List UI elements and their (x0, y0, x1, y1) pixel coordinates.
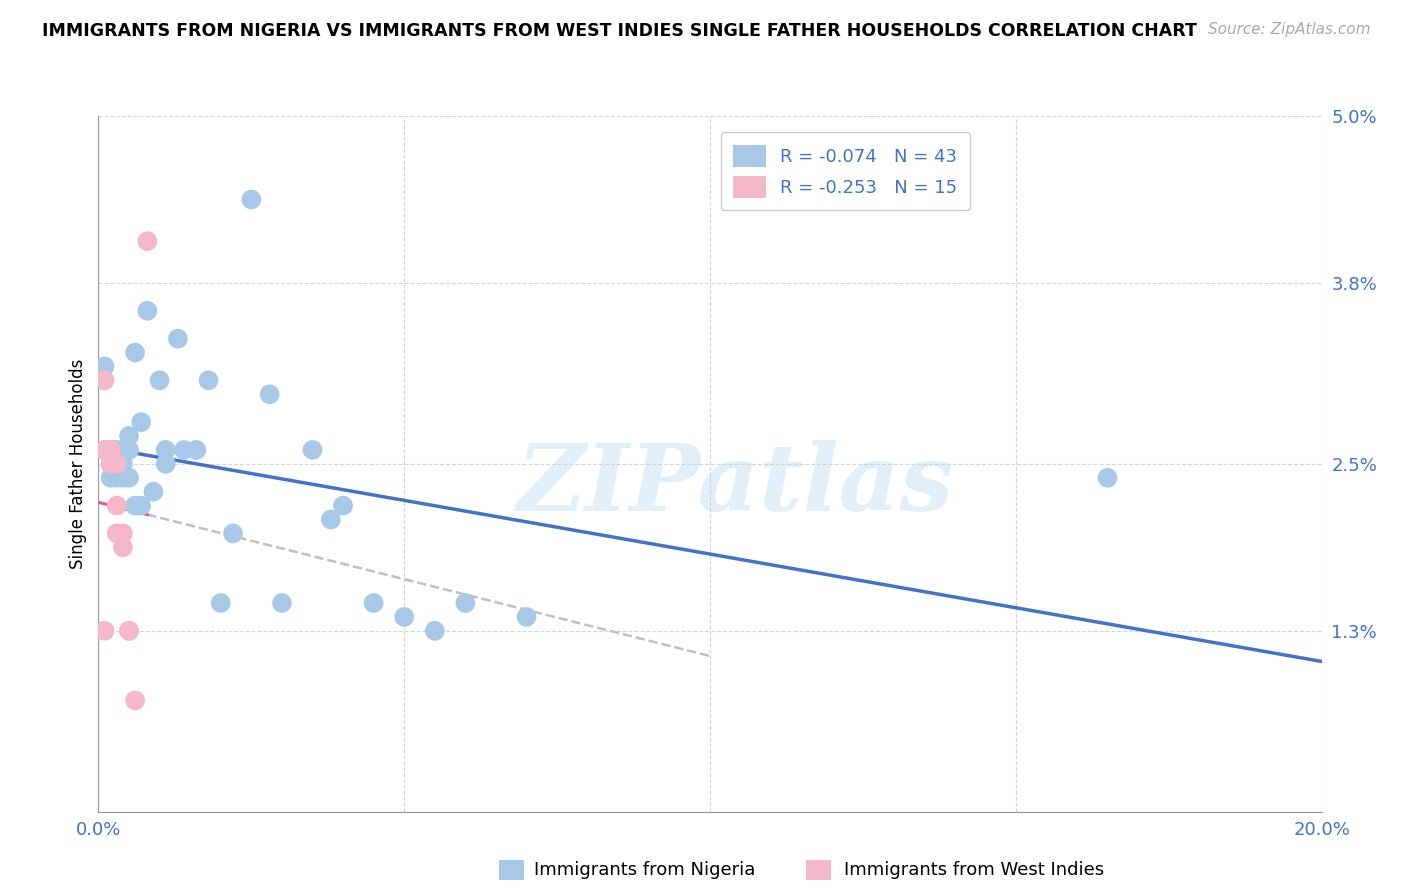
Point (105, 457, 128, 471)
Point (124, 345, 146, 359)
Point (332, 499, 354, 513)
Point (93, 442, 115, 457)
Point (454, 596, 477, 610)
Point (118, 442, 141, 457)
Point (111, 541, 134, 555)
Point (1097, 471, 1119, 485)
Point (186, 442, 208, 457)
Point (209, 596, 232, 610)
Point (105, 526, 128, 541)
Point (105, 442, 128, 457)
Point (100, 471, 122, 485)
Point (111, 526, 134, 541)
Point (118, 429, 141, 443)
Point (301, 442, 323, 457)
Point (100, 457, 122, 471)
Point (111, 457, 134, 471)
Point (100, 442, 122, 457)
Point (93, 624, 115, 638)
Text: Source: ZipAtlas.com: Source: ZipAtlas.com (1208, 22, 1371, 37)
Point (149, 373, 172, 387)
Point (222, 526, 245, 541)
Point (392, 610, 416, 624)
Point (197, 373, 219, 387)
Point (124, 499, 146, 513)
Text: IMMIGRANTS FROM NIGERIA VS IMMIGRANTS FROM WEST INDIES SINGLE FATHER HOUSEHOLDS : IMMIGRANTS FROM NIGERIA VS IMMIGRANTS FR… (42, 22, 1197, 40)
Point (155, 457, 177, 471)
Point (111, 442, 134, 457)
Point (93, 442, 115, 457)
Point (129, 415, 152, 429)
Point (118, 624, 141, 638)
Point (136, 303, 159, 318)
Point (129, 499, 152, 513)
Text: Immigrants from Nigeria: Immigrants from Nigeria (534, 861, 755, 879)
Point (93, 373, 115, 387)
Text: ZIPatlas: ZIPatlas (516, 440, 953, 530)
Point (118, 624, 141, 638)
Point (155, 442, 177, 457)
Point (105, 457, 128, 471)
Point (142, 484, 165, 499)
Point (319, 512, 342, 526)
Point (100, 457, 122, 471)
Point (118, 471, 141, 485)
Point (100, 442, 122, 457)
Point (516, 610, 538, 624)
Point (111, 471, 134, 485)
Point (270, 596, 292, 610)
Point (93, 359, 115, 374)
Point (100, 457, 122, 471)
Point (173, 442, 195, 457)
Y-axis label: Single Father Households: Single Father Households (69, 359, 87, 569)
Point (105, 499, 128, 513)
Point (136, 234, 159, 248)
Point (363, 596, 385, 610)
Text: Immigrants from West Indies: Immigrants from West Indies (844, 861, 1104, 879)
Point (259, 387, 281, 401)
Point (240, 193, 263, 207)
Point (124, 693, 146, 707)
Point (423, 624, 446, 638)
Point (100, 442, 122, 457)
Point (105, 457, 128, 471)
Point (167, 332, 190, 346)
Legend: R = -0.074   N = 43, R = -0.253   N = 15: R = -0.074 N = 43, R = -0.253 N = 15 (721, 132, 970, 211)
Point (105, 471, 128, 485)
